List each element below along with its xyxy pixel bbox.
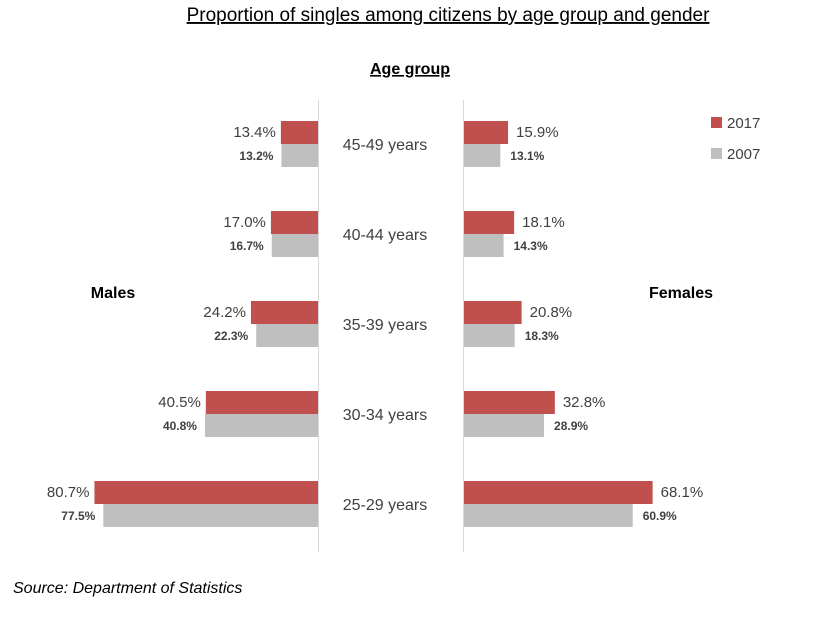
label-females-2007-45-49-years: 13.1% xyxy=(510,149,544,163)
category-label-30-34-years: 30-34 years xyxy=(343,407,428,424)
category-label-40-44-years: 40-44 years xyxy=(343,227,428,244)
category-labels-group: 45-49 years 40-44 years 35-39 years 30-34 y… xyxy=(343,137,428,514)
bar-females-2017-40-44-years xyxy=(464,211,515,234)
females-label: Females xyxy=(649,285,713,302)
label-males-2007-35-39-years: 22.3% xyxy=(214,329,248,343)
category-label-35-39-years: 35-39 years xyxy=(343,317,428,334)
label-females-2017-40-44-years: 18.1% xyxy=(522,214,565,231)
bar-males-2017-30-34-years xyxy=(205,391,318,414)
legend-swatch-2007 xyxy=(711,148,722,159)
bar-males-2007-40-44-years xyxy=(271,234,318,257)
label-females-2017-35-39-years: 20.8% xyxy=(530,304,573,321)
source-note: Source: Department of Statistics xyxy=(13,580,242,597)
category-label-25-29-years: 25-29 years xyxy=(343,497,428,514)
bar-males-2007-25-29-years xyxy=(103,504,318,527)
label-females-2017-45-49-years: 15.9% xyxy=(516,124,559,141)
label-females-2017-25-29-years: 68.1% xyxy=(661,484,704,501)
bar-males-2017-25-29-years xyxy=(94,481,318,504)
legend-swatch-2017 xyxy=(711,117,722,128)
bar-females-2007-30-34-years xyxy=(464,414,545,437)
legend-label-2017: 2017 xyxy=(727,115,760,132)
chart-title: Proportion of singles among citizens by … xyxy=(187,5,711,26)
bar-females-2007-40-44-years xyxy=(464,234,504,257)
bar-males-2007-35-39-years xyxy=(256,324,318,347)
label-males-2017-40-44-years: 17.0% xyxy=(223,214,266,231)
bar-females-2007-35-39-years xyxy=(464,324,515,347)
bar-males-2017-35-39-years xyxy=(250,301,318,324)
bar-females-2007-45-49-years xyxy=(464,144,501,167)
bars-group: 13.4% 13.2% 15.9% 13.1% 17.0% 16.7% 18.1% 14.3%… xyxy=(47,121,703,527)
label-males-2007-45-49-years: 13.2% xyxy=(239,149,273,163)
label-females-2007-40-44-years: 14.3% xyxy=(514,239,548,253)
bar-females-2017-30-34-years xyxy=(464,391,555,414)
bar-males-2017-40-44-years xyxy=(270,211,318,234)
bar-females-2017-35-39-years xyxy=(464,301,522,324)
label-males-2017-35-39-years: 24.2% xyxy=(203,304,246,321)
bar-females-2017-45-49-years xyxy=(464,121,509,144)
bar-males-2007-45-49-years xyxy=(281,144,318,167)
label-females-2007-35-39-years: 18.3% xyxy=(525,329,559,343)
bar-females-2007-25-29-years xyxy=(464,504,633,527)
label-males-2007-30-34-years: 40.8% xyxy=(163,419,197,433)
category-label-45-49-years: 45-49 years xyxy=(343,137,428,154)
legend-label-2007: 2007 xyxy=(727,146,760,163)
label-males-2017-30-34-years: 40.5% xyxy=(158,394,201,411)
center-axis-title: Age group xyxy=(370,61,450,78)
label-females-2007-25-29-years: 60.9% xyxy=(643,509,677,523)
legend: 2017 2007 xyxy=(711,115,760,163)
label-males-2007-40-44-years: 16.7% xyxy=(230,239,264,253)
label-males-2017-45-49-years: 13.4% xyxy=(233,124,276,141)
bar-males-2017-45-49-years xyxy=(280,121,318,144)
label-females-2017-30-34-years: 32.8% xyxy=(563,394,606,411)
label-males-2007-25-29-years: 77.5% xyxy=(61,509,95,523)
bar-males-2007-30-34-years xyxy=(204,414,318,437)
males-label: Males xyxy=(91,285,136,302)
bar-females-2017-25-29-years xyxy=(464,481,653,504)
label-females-2007-30-34-years: 28.9% xyxy=(554,419,588,433)
label-males-2017-25-29-years: 80.7% xyxy=(47,484,90,501)
